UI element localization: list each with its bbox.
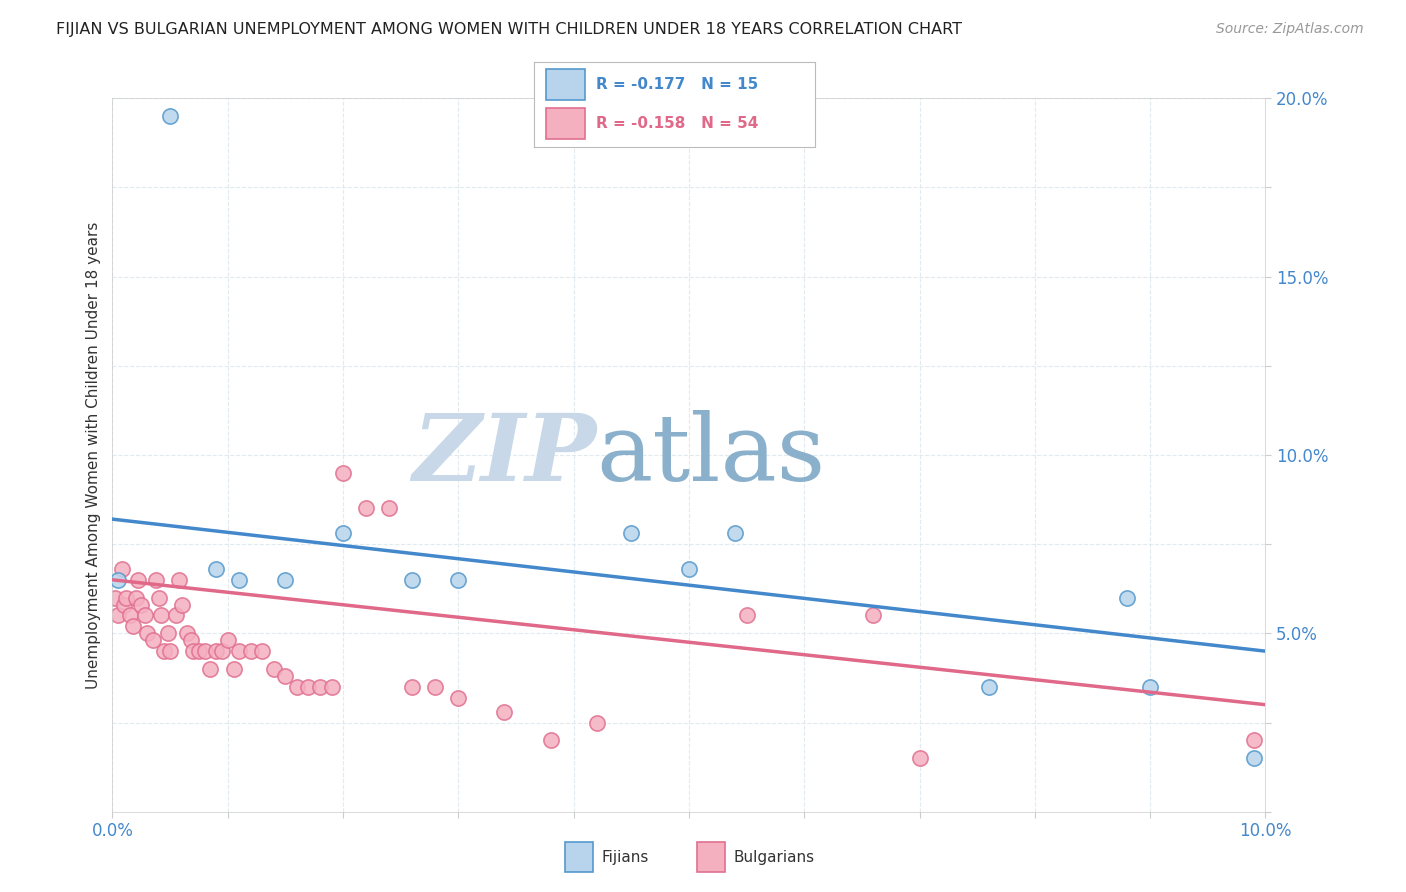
- Point: [862, 608, 884, 623]
- Point: [156, 626, 179, 640]
- Point: [297, 680, 319, 694]
- Point: [115, 591, 138, 605]
- Point: [122, 619, 145, 633]
- Point: [585, 715, 607, 730]
- Point: [142, 633, 165, 648]
- Point: [332, 526, 354, 541]
- Point: [104, 591, 127, 605]
- Point: [1116, 591, 1139, 605]
- Point: [222, 662, 245, 676]
- Point: [124, 591, 146, 605]
- Point: [735, 608, 758, 623]
- Point: [332, 466, 354, 480]
- Text: atlas: atlas: [596, 410, 825, 500]
- Text: Bulgarians: Bulgarians: [734, 850, 815, 864]
- Point: [145, 573, 167, 587]
- Point: [194, 644, 217, 658]
- Point: [165, 608, 187, 623]
- Point: [401, 573, 423, 587]
- Point: [129, 598, 153, 612]
- Point: [540, 733, 562, 747]
- Point: [401, 680, 423, 694]
- Point: [200, 662, 222, 676]
- Point: [149, 608, 172, 623]
- Point: [217, 633, 239, 648]
- Point: [309, 680, 332, 694]
- Point: [620, 526, 643, 541]
- Point: [188, 644, 211, 658]
- Point: [170, 598, 193, 612]
- Text: R = -0.177   N = 15: R = -0.177 N = 15: [596, 77, 758, 92]
- Point: [724, 526, 747, 541]
- Point: [181, 644, 204, 658]
- Point: [425, 680, 447, 694]
- Point: [205, 644, 228, 658]
- Point: [263, 662, 285, 676]
- Point: [239, 644, 262, 658]
- Point: [285, 680, 308, 694]
- Point: [176, 626, 198, 640]
- Point: [1243, 733, 1265, 747]
- Text: ZIP: ZIP: [412, 410, 596, 500]
- Point: [228, 644, 250, 658]
- Point: [159, 109, 181, 123]
- Point: [112, 598, 135, 612]
- Bar: [697, 842, 725, 872]
- Text: FIJIAN VS BULGARIAN UNEMPLOYMENT AMONG WOMEN WITH CHILDREN UNDER 18 YEARS CORREL: FIJIAN VS BULGARIAN UNEMPLOYMENT AMONG W…: [56, 22, 962, 37]
- Point: [447, 573, 470, 587]
- Point: [107, 608, 129, 623]
- Point: [153, 644, 176, 658]
- Point: [977, 680, 1000, 694]
- Point: [274, 669, 297, 683]
- Point: [118, 608, 141, 623]
- Point: [169, 573, 191, 587]
- Bar: [565, 842, 593, 872]
- Text: R = -0.158   N = 54: R = -0.158 N = 54: [596, 116, 758, 131]
- Point: [274, 573, 297, 587]
- Text: Fijians: Fijians: [602, 850, 650, 864]
- Point: [378, 501, 401, 516]
- Bar: [546, 108, 585, 139]
- Point: [205, 562, 228, 576]
- Y-axis label: Unemployment Among Women with Children Under 18 years: Unemployment Among Women with Children U…: [86, 221, 101, 689]
- Point: [252, 644, 274, 658]
- Point: [136, 626, 159, 640]
- Point: [1243, 751, 1265, 765]
- Point: [111, 562, 134, 576]
- Point: [678, 562, 700, 576]
- Point: [494, 705, 516, 719]
- Point: [1139, 680, 1161, 694]
- Point: [107, 573, 129, 587]
- Point: [228, 573, 250, 587]
- Point: [134, 608, 156, 623]
- Bar: [546, 70, 585, 100]
- Point: [354, 501, 377, 516]
- Point: [148, 591, 170, 605]
- Point: [211, 644, 233, 658]
- Point: [159, 644, 181, 658]
- Point: [447, 690, 470, 705]
- Point: [321, 680, 343, 694]
- Point: [908, 751, 931, 765]
- Point: [127, 573, 149, 587]
- Point: [180, 633, 202, 648]
- Text: Source: ZipAtlas.com: Source: ZipAtlas.com: [1216, 22, 1364, 37]
